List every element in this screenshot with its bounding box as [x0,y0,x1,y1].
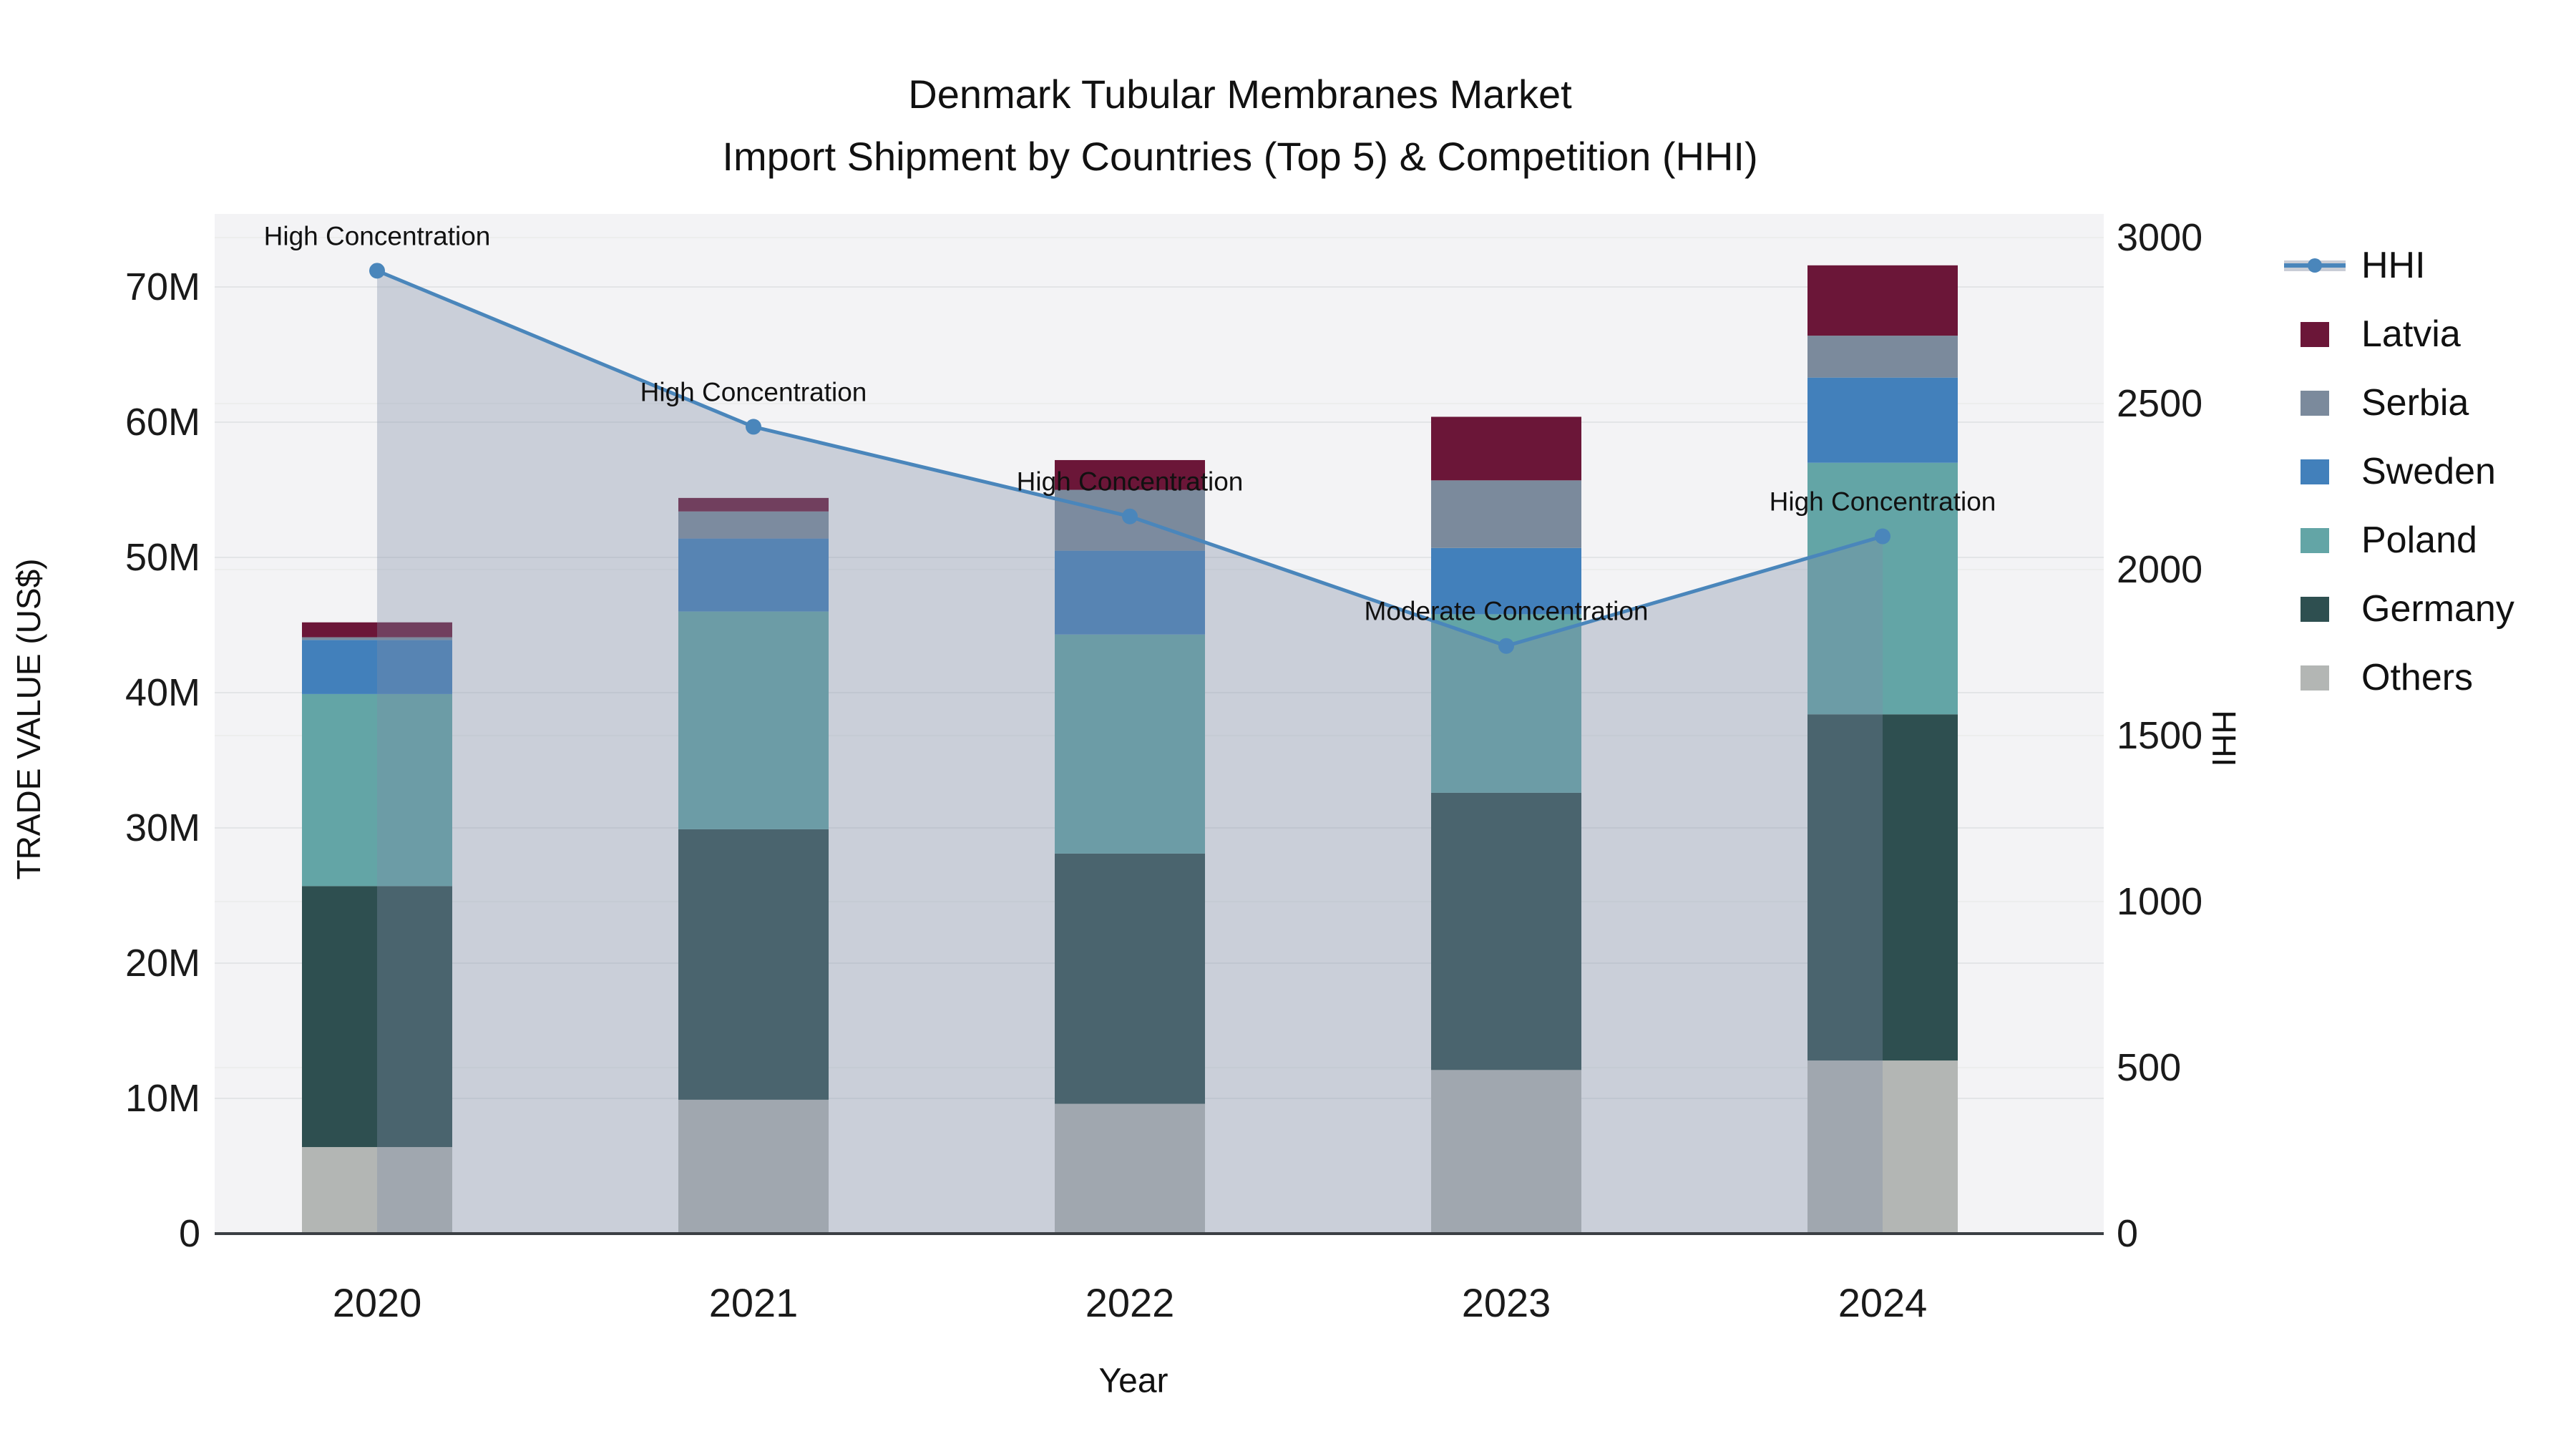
legend-label-sweden: Sweden [2361,451,2496,492]
annotation-2023: Moderate Concentration [1365,597,1649,626]
legend-swatch-icon [2284,387,2346,419]
y-axis-right-title: HHI [2205,710,2243,767]
annotation-2020: High Concentration [264,221,491,250]
legend-hhi-line-icon [2284,250,2346,281]
bar-segment-others-2020 [302,1147,452,1234]
bar-segment-poland-2022 [1055,634,1205,854]
bar-segment-sweden-2021 [678,538,829,612]
bar-segment-germany-2020 [302,886,452,1148]
annotation-2022: High Concentration [1017,467,1244,497]
color-swatch-poland [2301,528,2329,553]
hhi-marker-2024 [1875,528,1890,545]
tick-left-60M: 60M [125,401,200,444]
legend-label-others: Others [2361,657,2474,698]
hhi-area [377,270,1883,1234]
bar-segment-germany-2024 [1807,714,1958,1061]
color-swatch-latvia [2301,322,2329,347]
tick-year-2020: 2020 [333,1280,422,1325]
bar-segment-latvia-2021 [678,497,829,512]
legend-swatch-icon [2284,318,2346,350]
tick-right-0: 0 [2117,1212,2138,1255]
bar-segment-sweden-2022 [1055,550,1205,635]
bar-segment-sweden-2023 [1431,547,1581,615]
legend-label-poland: Poland [2361,519,2477,561]
chart-title-line1: Denmark Tubular Membranes Market [908,72,1572,117]
annotation-2021: High Concentration [640,377,867,406]
bar-segment-sweden-2020 [302,640,452,694]
legend-item-serbia[interactable]: Serbia [2284,369,2514,437]
tick-right-3000: 3000 [2117,216,2202,259]
bar-segment-serbia-2023 [1431,480,1581,548]
hhi-marker-swatch [2308,258,2322,273]
hhi-marker-2020 [369,263,385,279]
tick-left-40M: 40M [125,671,200,714]
legend-item-others[interactable]: Others [2284,643,2514,712]
bar-segment-latvia-2023 [1431,416,1581,481]
bar-segment-germany-2022 [1055,853,1205,1104]
bar-segment-serbia-2021 [678,511,829,539]
bar-segment-poland-2021 [678,611,829,829]
tick-left-50M: 50M [125,536,200,579]
bar-segment-germany-2023 [1431,792,1581,1070]
legend-swatch-icon [2284,593,2346,625]
tick-year-2023: 2023 [1462,1280,1551,1325]
legend-item-hhi[interactable]: HHI [2284,231,2514,300]
bar-segment-others-2023 [1431,1070,1581,1234]
chart-title-line2: Import Shipment by Countries (Top 5) & C… [722,134,1758,180]
bar-segment-serbia-2020 [302,637,452,640]
tick-right-1500: 1500 [2117,714,2202,757]
legend-label-serbia: Serbia [2361,382,2469,424]
legend-item-poland[interactable]: Poland [2284,506,2514,575]
hhi-marker-2022 [1122,508,1138,525]
hhi-marker-2021 [746,419,761,435]
tick-right-2500: 2500 [2117,382,2202,425]
tick-right-1000: 1000 [2117,880,2202,923]
legend-label-germany: Germany [2361,588,2514,630]
bar-segment-others-2021 [678,1099,829,1234]
bar-segment-others-2022 [1055,1103,1205,1234]
x-axis-title: Year [1098,1362,1169,1400]
y-axis-left-title: TRADE VALUE (US$) [10,558,47,880]
tick-left-0: 0 [179,1212,200,1255]
tick-left-30M: 30M [125,806,200,849]
tick-right-2000: 2000 [2117,548,2202,591]
bar-segment-poland-2024 [1807,462,1958,715]
color-swatch-serbia [2301,391,2329,416]
bar-segment-others-2024 [1807,1060,1958,1234]
tick-right-500: 500 [2117,1046,2181,1089]
bar-segment-latvia-2022 [1055,459,1205,490]
bar-segment-germany-2021 [678,829,829,1100]
tick-left-10M: 10M [125,1077,200,1120]
legend-item-sweden[interactable]: Sweden [2284,437,2514,506]
tick-year-2022: 2022 [1085,1280,1175,1325]
legend-label-latvia: Latvia [2361,313,2461,355]
tick-year-2021: 2021 [709,1280,799,1325]
legend: HHI Latvia Serbia Sweden Poland Germany Others [2284,231,2514,712]
tick-year-2024: 2024 [1838,1280,1928,1325]
legend-label-hhi: HHI [2361,245,2426,286]
legend-swatch-icon [2284,525,2346,556]
bar-segment-serbia-2024 [1807,336,1958,378]
bar-segment-poland-2020 [302,693,452,887]
annotation-2024: High Concentration [1770,487,1996,517]
legend-swatch-icon [2284,456,2346,487]
legend-item-germany[interactable]: Germany [2284,575,2514,643]
hhi-marker-2023 [1498,638,1514,654]
tick-left-70M: 70M [125,265,200,308]
color-swatch-germany [2301,597,2329,622]
bar-segment-latvia-2024 [1807,265,1958,336]
legend-item-latvia[interactable]: Latvia [2284,300,2514,369]
bar-segment-sweden-2024 [1807,377,1958,463]
color-swatch-sweden [2301,459,2329,484]
bar-segment-latvia-2020 [302,622,452,638]
tick-left-20M: 20M [125,942,200,985]
legend-swatch-icon [2284,662,2346,693]
chart-title: Denmark Tubular Membranes Market Import … [722,63,1757,188]
color-swatch-others [2301,665,2329,691]
